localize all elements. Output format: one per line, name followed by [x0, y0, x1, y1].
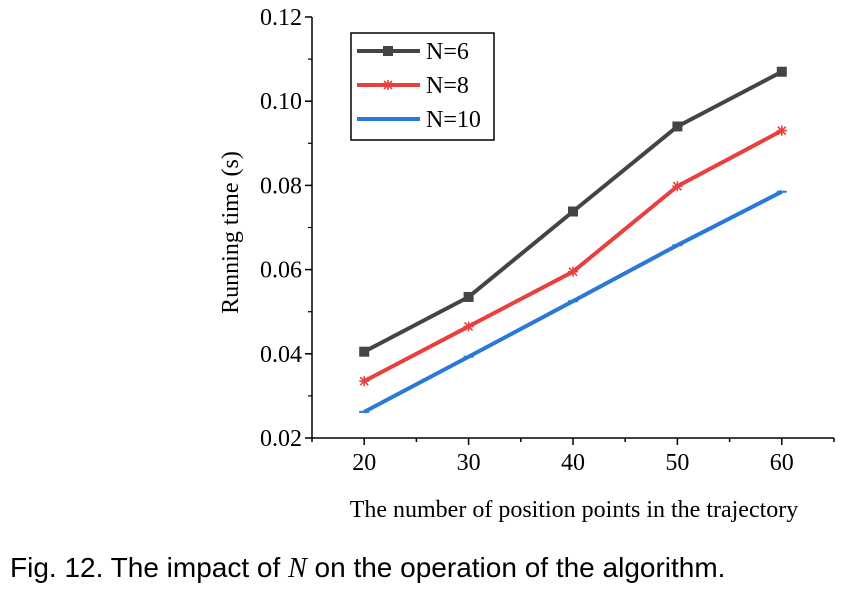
data-point-1-1	[463, 321, 474, 332]
data-point-0-0	[359, 346, 370, 357]
data-point-0-1	[463, 291, 474, 302]
x-axis-title: The number of position points in the tra…	[350, 497, 799, 523]
y-tick-label-2: 0.06	[260, 258, 302, 284]
line-chart: 0.02 0.04 0.06 0.08 0.10 0.12 20 30 40 50 60 The nu…	[218, 5, 835, 523]
x-tick-label-1: 30	[457, 450, 481, 476]
data-point-1-0	[359, 376, 370, 387]
series-line-1	[363, 128, 783, 383]
legend-marker-1	[383, 80, 393, 90]
y-tick-label-3: 0.08	[260, 173, 302, 199]
caption-suffix: on the operation of the algorithm.	[306, 552, 726, 583]
legend-marker-0	[383, 46, 393, 56]
y-tick-label-1: 0.04	[260, 342, 302, 368]
y-tick-label-4: 0.10	[260, 89, 302, 115]
y-axis-title: Running time (s)	[218, 151, 244, 314]
caption-variable: N	[288, 553, 307, 584]
data-point-0-2	[568, 206, 578, 217]
legend-label-0: N=6	[426, 39, 469, 65]
legend: N=6 N=8 N=10	[350, 32, 495, 141]
data-point-1-2	[568, 266, 578, 277]
data-point-0-3	[672, 121, 683, 132]
x-tick-label-4: 60	[770, 450, 794, 476]
axes: 0.02 0.04 0.06 0.08 0.10 0.12 20 30 40 50 60 The nu…	[218, 5, 835, 523]
plot-lines	[359, 66, 787, 414]
figure-caption: Fig. 12. The impact of N on the operatio…	[10, 552, 850, 585]
x-tick-label-2: 40	[561, 450, 585, 476]
legend-label-1: N=8	[426, 73, 469, 99]
y-tick-label-5: 0.12	[260, 5, 302, 31]
data-point-0-4	[776, 66, 787, 77]
y-tick-label-0: 0.02	[260, 426, 302, 452]
x-tick-label-3: 50	[665, 450, 689, 476]
data-point-1-3	[672, 181, 683, 192]
data-point-1-4	[776, 125, 787, 136]
legend-label-2: N=10	[426, 107, 481, 133]
x-tick-label-0: 20	[352, 450, 376, 476]
caption-prefix: Fig. 12. The impact of	[10, 552, 289, 583]
